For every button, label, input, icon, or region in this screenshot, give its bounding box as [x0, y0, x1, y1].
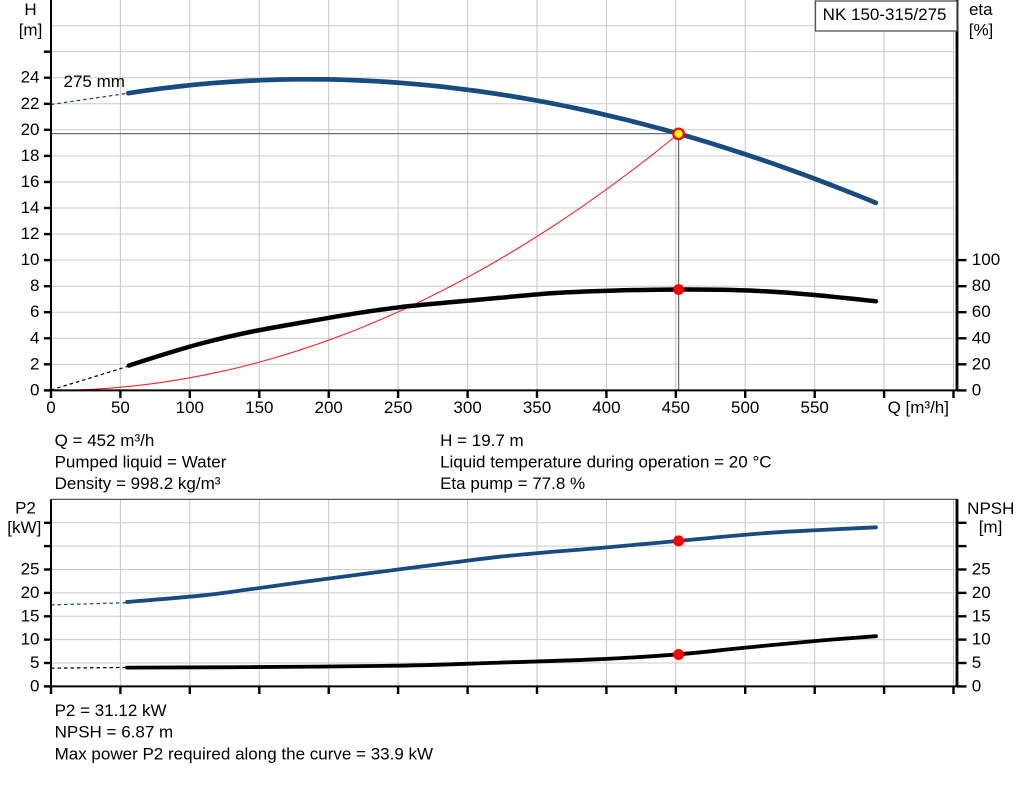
- svg-text:5: 5: [30, 653, 39, 672]
- svg-text:25: 25: [21, 560, 40, 579]
- svg-text:15: 15: [21, 606, 40, 625]
- svg-text:eta: eta: [969, 0, 993, 19]
- svg-text:400: 400: [592, 398, 620, 417]
- svg-text:200: 200: [315, 398, 343, 417]
- svg-text:0: 0: [46, 398, 55, 417]
- svg-text:10: 10: [21, 630, 40, 649]
- svg-text:250: 250: [384, 398, 412, 417]
- svg-text:[m]: [m]: [19, 21, 43, 40]
- svg-text:20: 20: [21, 120, 40, 139]
- svg-text:Max power P2 required along th: Max power P2 required along the curve = …: [55, 745, 433, 764]
- svg-text:20: 20: [21, 583, 40, 602]
- svg-text:350: 350: [523, 398, 551, 417]
- svg-text:40: 40: [972, 328, 991, 347]
- svg-text:22: 22: [21, 94, 40, 113]
- svg-text:2: 2: [30, 354, 39, 373]
- svg-text:300: 300: [453, 398, 481, 417]
- svg-text:Liquid temperature during oper: Liquid temperature during operation = 20…: [440, 453, 771, 472]
- svg-text:10: 10: [21, 250, 40, 269]
- svg-text:100: 100: [176, 398, 204, 417]
- svg-text:16: 16: [21, 172, 40, 191]
- svg-text:25: 25: [972, 560, 991, 579]
- svg-text:NK 150-315/275: NK 150-315/275: [823, 5, 947, 24]
- svg-text:H = 19.7 m: H = 19.7 m: [440, 431, 524, 450]
- svg-text:275 mm: 275 mm: [64, 72, 125, 91]
- svg-text:Eta pump = 77.8 %: Eta pump = 77.8 %: [440, 474, 585, 493]
- svg-text:0: 0: [972, 676, 981, 695]
- svg-text:14: 14: [21, 198, 40, 217]
- svg-text:NPSH: NPSH: [967, 499, 1014, 518]
- svg-text:Pumped liquid = Water: Pumped liquid = Water: [55, 453, 227, 472]
- svg-text:20: 20: [972, 583, 991, 602]
- svg-text:10: 10: [972, 630, 991, 649]
- svg-text:18: 18: [21, 146, 40, 165]
- svg-text:4: 4: [30, 328, 39, 347]
- svg-text:Density = 998.2 kg/m³: Density = 998.2 kg/m³: [55, 474, 221, 493]
- svg-text:15: 15: [972, 606, 991, 625]
- svg-text:50: 50: [111, 398, 130, 417]
- svg-text:NPSH = 6.87 m: NPSH = 6.87 m: [55, 723, 174, 742]
- svg-text:H: H: [24, 0, 36, 19]
- svg-text:0: 0: [972, 380, 981, 399]
- svg-text:P2: P2: [15, 499, 36, 518]
- svg-text:0: 0: [30, 380, 39, 399]
- svg-text:150: 150: [245, 398, 273, 417]
- svg-text:450: 450: [662, 398, 690, 417]
- svg-text:[m]: [m]: [979, 518, 1003, 537]
- svg-text:8: 8: [30, 276, 39, 295]
- svg-text:[%]: [%]: [969, 20, 994, 39]
- svg-text:Q [m³/h]: Q [m³/h]: [888, 398, 949, 417]
- svg-text:Q = 452 m³/h: Q = 452 m³/h: [55, 431, 155, 450]
- svg-text:24: 24: [21, 68, 40, 87]
- svg-text:5: 5: [972, 653, 981, 672]
- svg-text:P2 = 31.12 kW: P2 = 31.12 kW: [55, 701, 167, 720]
- svg-text:100: 100: [972, 250, 1000, 269]
- svg-text:6: 6: [30, 302, 39, 321]
- svg-text:60: 60: [972, 302, 991, 321]
- svg-text:550: 550: [801, 398, 829, 417]
- svg-text:20: 20: [972, 354, 991, 373]
- svg-text:0: 0: [30, 676, 39, 695]
- svg-text:80: 80: [972, 276, 991, 295]
- svg-text:12: 12: [21, 224, 40, 243]
- svg-text:[kW]: [kW]: [7, 518, 41, 537]
- svg-text:500: 500: [731, 398, 759, 417]
